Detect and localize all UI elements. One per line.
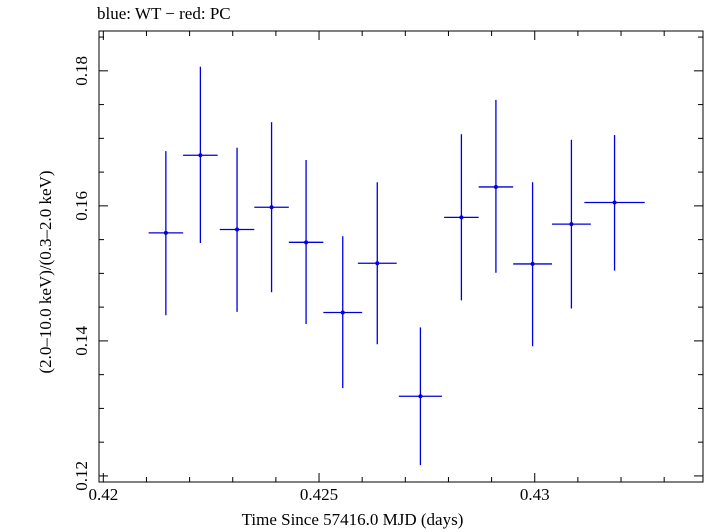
data-point [569,222,574,227]
y-tick-label: 0.18 [72,56,91,86]
x-axis-label: Time Since 57416.0 MJD (days) [241,510,464,529]
x-tick-label: 0.43 [520,485,550,504]
y-tick-label: 0.12 [72,461,91,491]
data-point [612,200,617,205]
data-point [304,240,309,245]
y-tick-label: 0.16 [72,191,91,221]
y-axis-label: (2.0–10.0 keV)/(0.3–2.0 keV) [36,170,55,374]
chart-marks [148,66,645,466]
data-point [340,310,345,315]
x-tick-label: 0.425 [300,485,338,504]
plot-frame [98,30,704,483]
x-tick-label: 0.42 [88,485,118,504]
data-point [235,227,240,232]
data-point [269,205,274,210]
chart-title: blue: WT − red: PC [97,4,231,23]
data-point [163,230,168,235]
data-point [530,261,535,266]
chart-axes: 0.42 0.425 0.43 0.12 0.14 0.16 0.18 [72,30,704,504]
y-tick-label: 0.14 [72,326,91,356]
data-point [459,215,464,220]
data-point [198,153,203,158]
data-point [375,261,380,266]
data-point [418,394,423,399]
data-point [493,184,498,189]
